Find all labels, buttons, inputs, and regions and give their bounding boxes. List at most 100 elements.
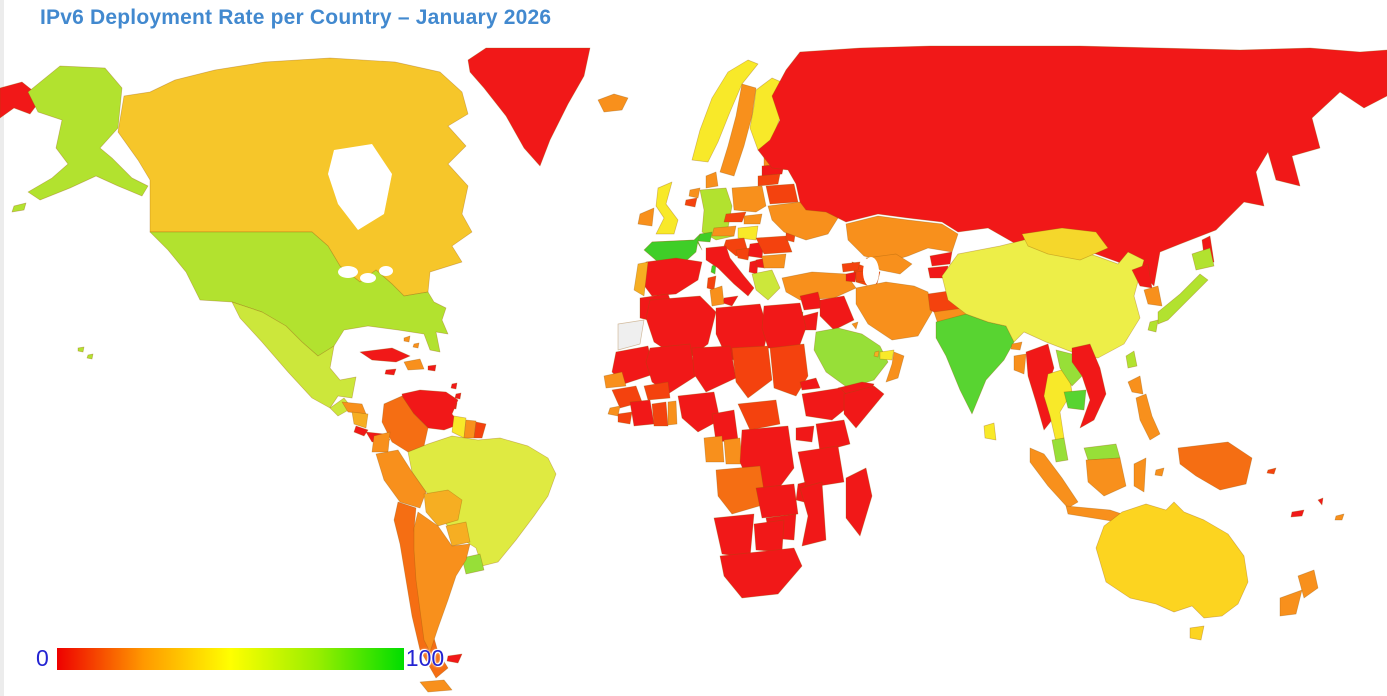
country-iceland[interactable] (597, 93, 629, 113)
country-lithuania[interactable] (757, 173, 781, 187)
country-taiwan[interactable] (1125, 350, 1138, 369)
country-armenia[interactable] (845, 271, 857, 283)
country-vietnam[interactable] (1071, 343, 1107, 429)
country-niger[interactable] (691, 345, 737, 393)
country-switzerland[interactable] (697, 231, 713, 243)
country-sardinia[interactable] (706, 275, 717, 291)
country-bhutan[interactable] (1010, 341, 1023, 351)
country-uae[interactable] (879, 349, 895, 361)
country-georgia[interactable] (841, 261, 861, 273)
country-jamaica[interactable] (384, 368, 397, 376)
country-italy[interactable] (705, 245, 755, 297)
country-united-kingdom[interactable] (655, 181, 679, 235)
country-angola[interactable] (715, 465, 767, 515)
country-zambia[interactable] (755, 483, 799, 519)
country-western-sahara[interactable] (617, 319, 645, 351)
country-romania[interactable] (755, 235, 793, 255)
country-congo[interactable] (723, 437, 743, 465)
country-egypt[interactable] (761, 302, 807, 351)
country-guyana[interactable] (451, 415, 467, 439)
country-laos[interactable] (1055, 349, 1083, 387)
country-poland[interactable] (731, 185, 767, 213)
country-russia[interactable] (757, 45, 1387, 287)
country-france-mainland[interactable] (643, 233, 701, 269)
country-senegal[interactable] (603, 371, 627, 389)
country-gabon[interactable] (703, 435, 725, 463)
country-spain[interactable] (639, 257, 703, 297)
country-new-caledonia[interactable] (1290, 509, 1305, 518)
country-nigeria[interactable] (677, 391, 721, 433)
country-iraq[interactable] (819, 295, 855, 331)
country-south-korea[interactable] (1143, 285, 1163, 307)
country-kuwait[interactable] (851, 321, 859, 330)
country-qatar[interactable] (873, 350, 880, 358)
country-malaysia-borneo[interactable] (1083, 443, 1121, 461)
country-madagascar[interactable] (845, 467, 873, 537)
country-greenland[interactable] (467, 47, 591, 167)
country-indonesia-sumatra[interactable] (1029, 447, 1079, 509)
country-tasmania[interactable] (1189, 625, 1205, 641)
country-austria[interactable] (711, 225, 737, 237)
world-choropleth-map[interactable] (0, 45, 1387, 696)
country-japan-kyushu[interactable] (1147, 319, 1159, 333)
country-somalia[interactable] (843, 385, 885, 429)
country-kyrgyzstan[interactable] (929, 251, 953, 267)
country-indonesia-kalimantan[interactable] (1085, 457, 1127, 497)
country-hispaniola[interactable] (403, 358, 425, 371)
country-bangladesh[interactable] (1013, 353, 1027, 375)
country-solomon-islands[interactable] (1266, 467, 1277, 475)
country-nicaragua[interactable] (351, 411, 369, 429)
country-kazakhstan[interactable] (845, 215, 959, 263)
country-french-guiana[interactable] (473, 421, 487, 439)
country-vanuatu[interactable] (1317, 497, 1324, 506)
country-indonesia-sulawesi[interactable] (1133, 457, 1165, 493)
country-japan-honshu[interactable] (1157, 273, 1209, 325)
country-denmark[interactable] (705, 171, 719, 189)
country-argentina[interactable] (413, 511, 471, 653)
country-ivory-coast[interactable] (629, 399, 655, 427)
country-puerto-rico[interactable] (427, 364, 437, 372)
country-bolivia[interactable] (423, 489, 463, 527)
country-turkey[interactable] (781, 271, 857, 301)
country-botswana[interactable] (753, 519, 785, 553)
country-norway[interactable] (691, 59, 759, 163)
country-new-guinea[interactable] (1177, 441, 1253, 491)
country-hungary[interactable] (737, 225, 759, 241)
country-ethiopia[interactable] (801, 387, 855, 421)
country-slovakia[interactable] (743, 213, 763, 225)
country-portugal[interactable] (633, 261, 649, 297)
country-cuba[interactable] (359, 347, 411, 363)
country-mongolia[interactable] (1021, 227, 1109, 261)
country-bosnia[interactable] (735, 247, 751, 261)
country-new-zealand-north[interactable] (1297, 569, 1319, 599)
country-mexico[interactable] (231, 301, 357, 409)
country-burkina-faso[interactable] (643, 381, 671, 401)
country-tunisia[interactable] (709, 285, 725, 307)
country-central-african-republic[interactable] (737, 399, 781, 431)
country-alaska-aleutians[interactable] (11, 202, 27, 213)
country-iran[interactable] (855, 281, 933, 341)
country-australia[interactable] (1095, 501, 1249, 619)
country-tierra-del-fuego[interactable] (419, 679, 453, 693)
country-tanzania[interactable] (797, 445, 845, 489)
country-paraguay[interactable] (445, 521, 471, 547)
country-falkland-islands[interactable] (446, 653, 463, 664)
country-philippines[interactable] (1127, 375, 1161, 441)
country-new-zealand-south[interactable] (1279, 589, 1303, 617)
country-uruguay[interactable] (461, 553, 485, 575)
country-netherlands[interactable] (688, 187, 701, 199)
country-oman[interactable] (885, 351, 905, 383)
country-fiji[interactable] (1334, 513, 1345, 521)
country-malaysia-peninsula[interactable] (1051, 437, 1069, 463)
country-costa-rica[interactable] (353, 425, 369, 437)
country-india[interactable] (935, 313, 1015, 415)
country-mozambique[interactable] (799, 481, 827, 547)
country-ireland[interactable] (637, 207, 655, 227)
country-bulgaria[interactable] (761, 253, 787, 269)
country-togo-benin[interactable] (667, 400, 678, 426)
country-liberia[interactable] (617, 411, 633, 425)
country-cambodia[interactable] (1063, 389, 1087, 411)
country-sicily[interactable] (722, 295, 739, 307)
country-alaska[interactable] (27, 65, 149, 201)
country-czechia[interactable] (723, 211, 747, 223)
